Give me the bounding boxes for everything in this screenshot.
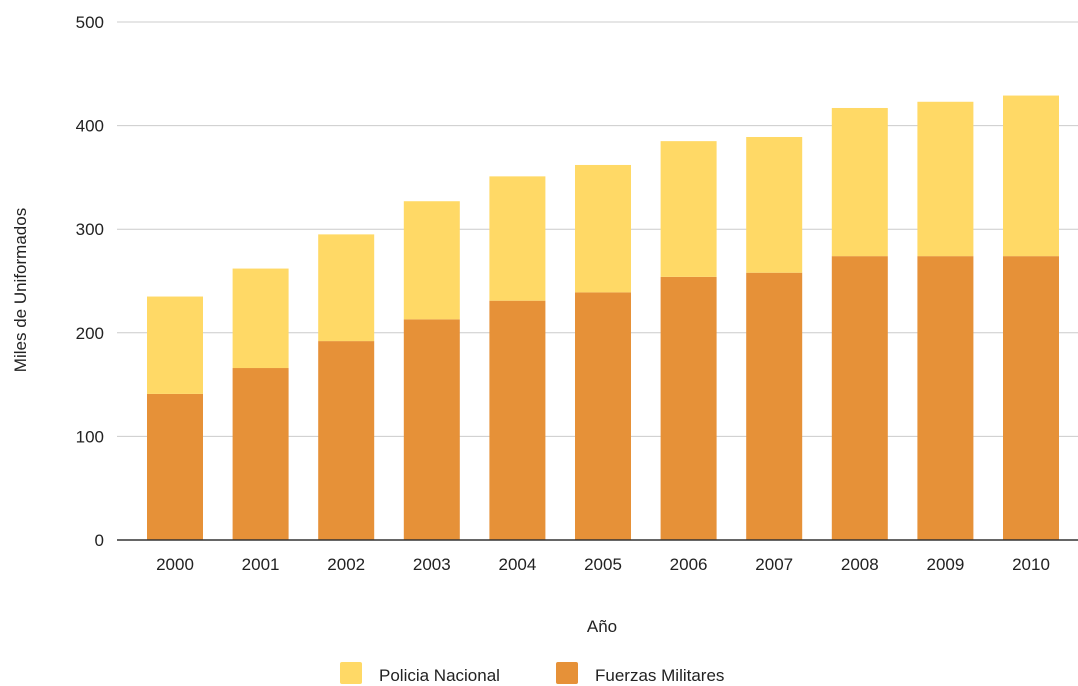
x-tick-label: 2005 — [584, 555, 622, 574]
y-tick-label: 500 — [76, 13, 104, 32]
legend-swatch — [556, 662, 578, 684]
legend-label: Fuerzas Militares — [595, 666, 724, 685]
bar-fuerzas-militares-2004 — [489, 300, 546, 540]
bar-policia-nacional-2010 — [1003, 95, 1059, 257]
x-tick-label: 2009 — [926, 555, 964, 574]
bar-policia-nacional-2004 — [489, 176, 546, 301]
y-axis-ticks: 0 100 200 300 400 500 — [76, 13, 104, 550]
bar-policia-nacional-2009 — [917, 101, 974, 257]
x-tick-label: 2004 — [498, 555, 536, 574]
y-tick-label: 100 — [76, 427, 104, 446]
x-tick-label: 2006 — [670, 555, 708, 574]
bar-fuerzas-militares-2003 — [403, 319, 460, 540]
legend-label: Policia Nacional — [379, 666, 500, 685]
x-tick-label: 2010 — [1012, 555, 1050, 574]
x-tick-label: 2001 — [242, 555, 280, 574]
bar-policia-nacional-2005 — [575, 164, 631, 293]
x-tick-label: 2002 — [327, 555, 365, 574]
bar-policia-nacional-2003 — [403, 201, 460, 320]
bar-policia-nacional-2007 — [746, 136, 803, 273]
bar-fuerzas-militares-2008 — [831, 256, 888, 540]
bar-fuerzas-militares-2007 — [746, 272, 803, 540]
y-tick-label: 400 — [76, 117, 104, 136]
x-tick-label: 2007 — [755, 555, 793, 574]
x-tick-label: 2008 — [841, 555, 879, 574]
y-tick-label: 200 — [76, 324, 104, 343]
bar-fuerzas-militares-2006 — [660, 276, 717, 540]
y-tick-label: 0 — [95, 531, 104, 550]
bar-policia-nacional-2006 — [660, 141, 717, 277]
bar-fuerzas-militares-2005 — [575, 292, 631, 540]
bar-fuerzas-militares-2002 — [318, 341, 375, 540]
bar-fuerzas-militares-2009 — [917, 256, 974, 540]
legend: Policia Nacional Fuerzas Militares — [340, 662, 724, 685]
x-tick-label: 2003 — [413, 555, 451, 574]
x-axis-title: Año — [587, 617, 617, 636]
bar-fuerzas-militares-2001 — [232, 368, 289, 540]
bars — [147, 95, 1059, 540]
y-tick-label: 300 — [76, 220, 104, 239]
bar-policia-nacional-2000 — [147, 296, 203, 394]
bar-policia-nacional-2002 — [318, 234, 375, 342]
x-tick-label: 2000 — [156, 555, 194, 574]
legend-swatch — [340, 662, 362, 684]
bar-policia-nacional-2001 — [232, 268, 289, 369]
bar-policia-nacional-2008 — [831, 107, 888, 257]
x-axis-ticks: 2000 2001 2002 2003 2004 2005 2006 2007 2008 2009… — [156, 555, 1050, 574]
y-axis-title: Miles de Uniformados — [11, 208, 30, 372]
bar-fuerzas-militares-2000 — [147, 393, 203, 540]
bar-fuerzas-militares-2010 — [1003, 256, 1059, 540]
